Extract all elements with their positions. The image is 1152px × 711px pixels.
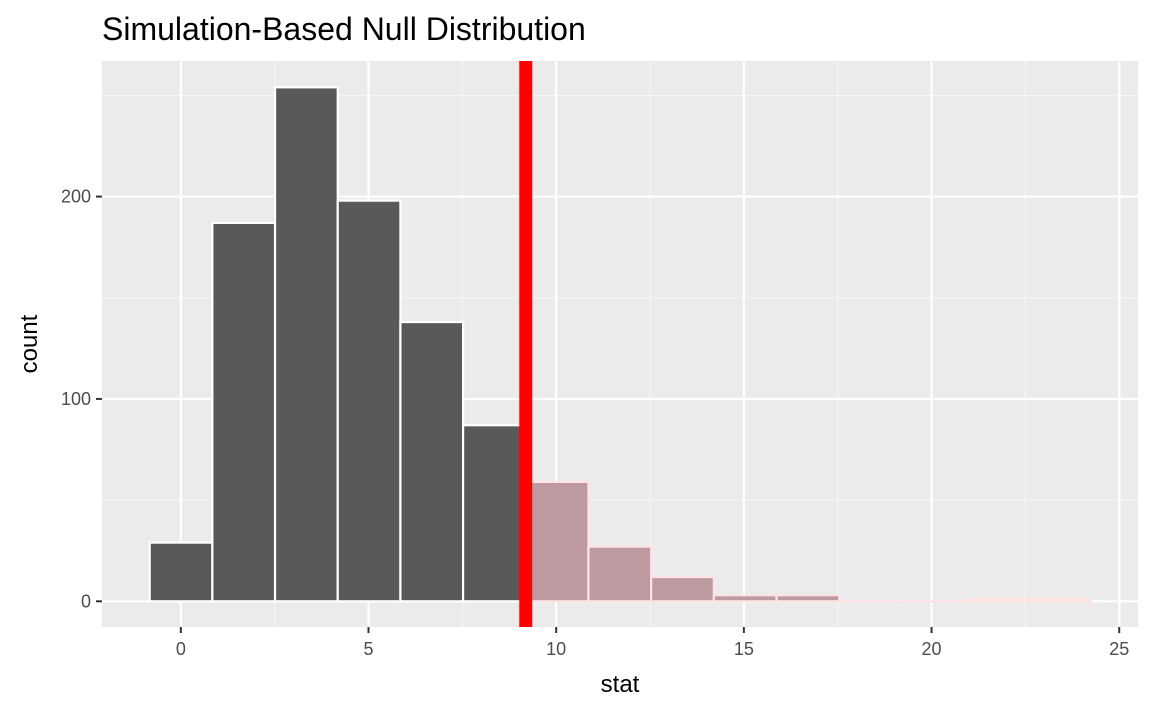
y-axis-title: count [16,314,43,373]
y-tick-label: 100 [61,389,91,409]
x-tick-label: 15 [734,639,754,659]
histogram-bar [336,199,402,603]
chart-title: Simulation-Based Null Distribution [102,11,586,47]
shaded-histogram-bar [524,480,590,603]
shaded-histogram-bar [775,594,841,603]
shaded-histogram-bar [587,545,653,603]
y-tick-label: 200 [61,187,91,207]
x-axis-title: stat [601,671,640,698]
shaded-histogram-bar [963,598,1029,603]
y-tick-label: 0 [81,591,91,611]
x-tick-label: 25 [1109,639,1129,659]
histogram-bars [148,86,1092,603]
histogram-bar [399,320,465,603]
x-tick-label: 20 [922,639,942,659]
shaded-histogram-bar [712,594,778,603]
histogram-bar [461,424,527,603]
x-tick-label: 10 [546,639,566,659]
histogram-bar [211,221,277,603]
histogram-bar [273,86,339,603]
y-axis: 0 100 200 [61,187,102,611]
x-tick-label: 5 [363,639,373,659]
shaded-histogram-bar [1026,598,1092,603]
shaded-histogram-bar [900,600,966,603]
x-axis: 0 5 10 15 20 25 [176,627,1129,659]
shaded-histogram-bar [650,575,715,603]
shaded-histogram-bar [838,600,903,603]
histogram-bar [148,541,214,603]
x-tick-label: 0 [176,639,186,659]
